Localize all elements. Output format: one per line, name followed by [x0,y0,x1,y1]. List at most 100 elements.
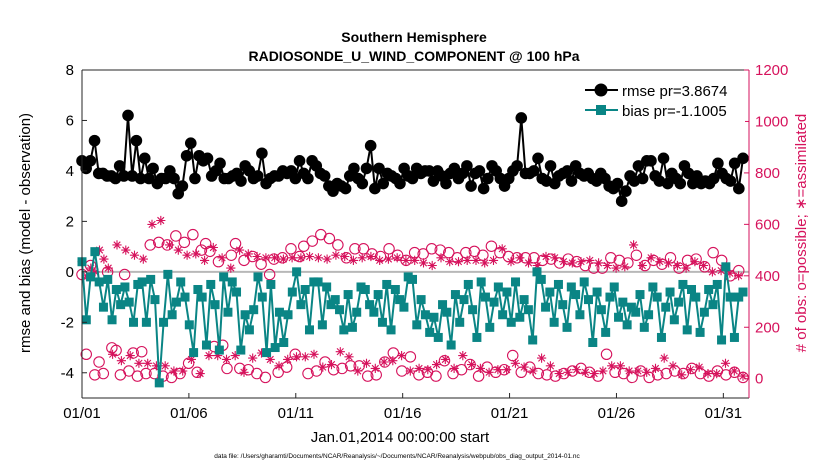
bias-point [120,282,130,292]
legend-rmse-marker [594,83,608,97]
bias-point [455,317,465,327]
bias-point [365,300,375,310]
obs-assimilated-marker [712,369,722,379]
obs-assimilated-marker [427,260,437,271]
bias-point [674,297,684,307]
bias-point [262,348,272,358]
obs-possible-marker [344,360,357,372]
bias-point [270,343,280,353]
obs-assimilated-marker [230,351,240,361]
bias-point [425,327,435,337]
obs-assimilated-marker [129,250,140,260]
legend-bias-marker [596,105,606,115]
obs-assimilated-marker [151,361,161,371]
y-right-tick-label: 200 [755,319,780,336]
bias-point [201,340,211,350]
bias-point [639,322,649,332]
bias-series [77,247,748,388]
obs-possible-marker [681,254,694,267]
bias-point [193,285,203,295]
obs-assimilated-marker [283,354,293,364]
bias-point [214,345,224,355]
obs-possible-marker [293,250,306,263]
bias-point [695,327,705,337]
obs-assimilated-marker [313,253,323,263]
bias-point [171,297,181,307]
obs-assimilated-marker [475,363,485,373]
bias-point [438,300,448,310]
obs-assimilated-marker [116,356,126,366]
bias-point [180,292,190,302]
bias-point [300,285,310,295]
obs-possible-marker [285,243,297,255]
obs-possible-marker [80,348,93,361]
bias-point [377,317,387,327]
obs-assimilated-marker [138,254,148,264]
rmse-point [293,155,306,167]
bias-point [738,287,748,297]
obs-assimilated-marker [401,255,411,265]
rmse-point [728,157,741,170]
bias-point [210,300,220,310]
bias-point [146,274,156,284]
bias-point [493,282,503,292]
obs-assimilated-marker [637,260,647,271]
bias-point [588,337,598,347]
obs-assimilated-marker [624,366,634,376]
bias-point [317,320,327,330]
bias-point [339,325,349,335]
rmse-point [138,152,151,165]
obs-possible-marker [404,351,417,363]
bias-point [124,297,134,307]
obs-assimilated-marker [86,263,96,273]
obs-assimilated-marker [90,267,100,277]
obs-assimilated-marker [655,257,665,267]
obs-assimilated-marker [156,215,166,226]
x-tick-label: 01/06 [170,405,208,422]
bias-point [322,282,332,292]
bias-point [502,287,512,297]
obs-possible-marker [212,255,225,268]
obs-assimilated-marker [515,253,525,263]
obs-possible-marker [698,261,711,273]
obs-assimilated-marker [725,268,735,278]
rmse-point [176,180,189,192]
bias-point [240,310,250,320]
x-tick-label: 01/01 [63,405,101,422]
obs-possible-marker [306,235,319,247]
obs-assimilated-marker [572,365,582,375]
bias-point [472,332,482,342]
bias-point [622,320,632,330]
bias-point [296,300,306,310]
rmse-point [189,172,201,185]
bias-point [459,295,469,305]
obs-possible-marker [592,370,604,382]
obs-assimilated-marker [685,365,696,375]
y-right-tick-label: 800 [755,165,780,182]
rmse-point [724,175,737,187]
bias-point [116,300,126,310]
obs-assimilated-marker [353,366,363,376]
obs-assimilated-marker [309,349,319,359]
data-file-footnote: data file: /Users/gharamti/Documents/NCA… [214,453,580,460]
obs-possible-marker [229,237,242,250]
bias-point [94,277,104,287]
rmse-point [657,152,670,165]
obs-assimilated-marker [484,367,494,377]
obs-assimilated-marker [370,363,380,373]
bias-point [669,315,679,325]
obs-assimilated-marker [545,361,555,371]
bias-point [725,292,735,302]
bias-point [343,290,353,300]
rmse-point [620,185,632,197]
obs-assimilated-marker [361,358,372,368]
obs-assimilated-marker [340,251,350,262]
rmse-point [356,177,369,190]
obs-assimilated-marker [541,251,551,262]
bias-point [219,272,229,282]
obs-possible-marker [707,246,719,259]
bias-point [609,282,619,292]
bias-point [373,290,383,300]
obs-assimilated-marker [707,267,717,277]
bias-point [652,292,662,302]
